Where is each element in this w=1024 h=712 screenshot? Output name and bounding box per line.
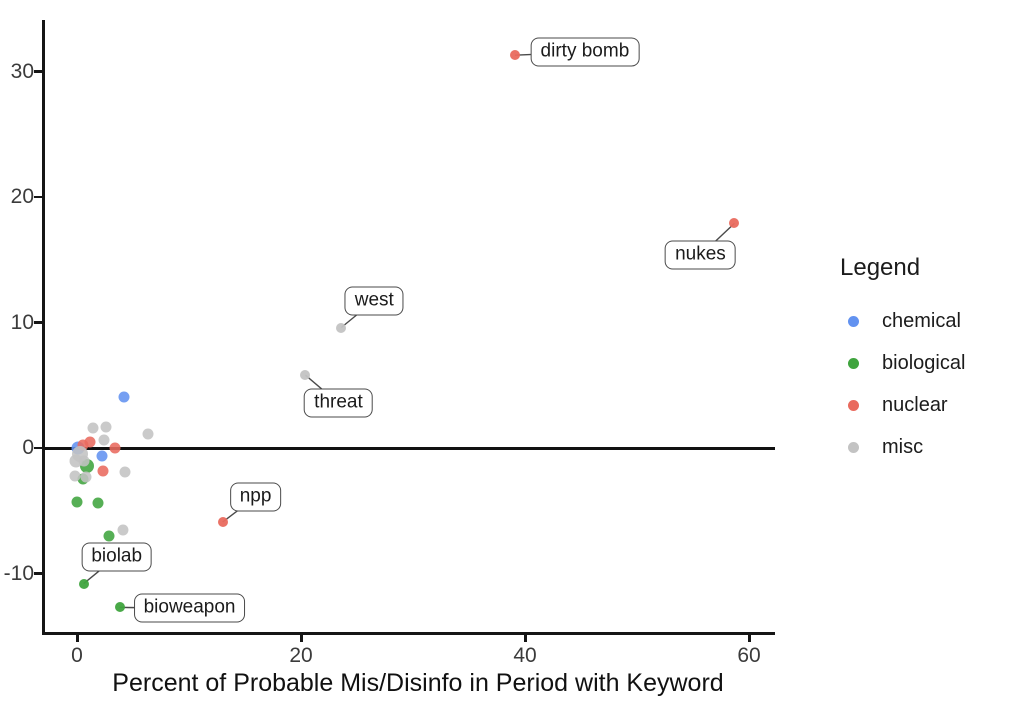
legend-item-label: chemical: [882, 309, 961, 332]
legend-item: biological: [838, 342, 1024, 384]
legend-item-label: biological: [882, 351, 966, 374]
point-label: threat: [304, 388, 373, 418]
x-tick-label: 0: [71, 644, 83, 667]
data-point: [98, 434, 110, 446]
data-point: [118, 391, 130, 403]
point-label: dirty bomb: [530, 37, 640, 67]
data-point-labeled: [300, 370, 311, 381]
data-point-labeled: [336, 322, 347, 333]
legend: Legend chemical biological nuclear misc: [838, 254, 1024, 468]
legend-item-label: nuclear: [882, 393, 948, 416]
data-point: [77, 439, 89, 451]
legend-item: nuclear: [838, 384, 1024, 426]
y-tick: [34, 446, 42, 450]
x-tick: [76, 635, 79, 642]
data-point: [117, 524, 129, 536]
y-tick: [34, 572, 42, 575]
x-tick-label: 40: [513, 644, 537, 667]
point-label: nukes: [665, 240, 736, 270]
data-point: [69, 470, 81, 482]
legend-swatch-icon: [848, 441, 859, 453]
legend-swatch-icon: [848, 399, 859, 411]
data-point: [109, 442, 121, 454]
point-label: biolab: [81, 542, 153, 572]
x-axis-spine: [41, 632, 775, 635]
legend-item: misc: [838, 426, 1024, 468]
data-point: [71, 496, 83, 508]
data-point-labeled: [729, 218, 740, 229]
data-point: [80, 471, 92, 483]
legend-swatch-icon: [848, 357, 859, 369]
y-tick: [34, 70, 42, 73]
data-point: [100, 421, 112, 433]
data-point: [92, 497, 104, 509]
data-point: [142, 428, 154, 440]
y-tick-label: -10: [3, 561, 34, 585]
y-axis-spine: [41, 20, 45, 635]
x-tick: [524, 635, 527, 642]
point-label: npp: [229, 482, 282, 512]
point-label: west: [344, 286, 404, 316]
zero-line: [44, 446, 775, 450]
y-tick-label: 0: [22, 436, 34, 459]
x-axis-title: Percent of Probable Mis/Disinfo in Perio…: [112, 669, 724, 697]
x-tick: [748, 635, 751, 642]
data-point-labeled: [78, 578, 89, 589]
y-tick-label: 10: [10, 310, 34, 334]
point-label: bioweapon: [133, 593, 246, 623]
y-tick: [34, 195, 42, 199]
data-point: [84, 436, 96, 448]
x-tick: [300, 635, 303, 642]
data-point: [78, 455, 90, 467]
y-tick-label: 20: [10, 185, 34, 208]
data-point: [96, 450, 108, 462]
data-point: [103, 530, 115, 542]
legend-swatch-icon: [848, 315, 859, 327]
legend-item-label: misc: [882, 435, 924, 458]
data-point-labeled: [217, 517, 228, 528]
data-point-labeled: [509, 50, 520, 61]
legend-title: Legend: [840, 254, 921, 281]
x-tick-label: 20: [289, 644, 313, 667]
data-point: [119, 466, 131, 478]
legend-item: chemical: [838, 300, 1024, 342]
legend-items: chemical biological nuclear misc: [838, 300, 1024, 468]
x-tick-label: 60: [737, 644, 761, 667]
data-point-labeled: [114, 602, 125, 613]
data-point: [97, 465, 109, 477]
y-tick: [34, 321, 42, 324]
data-point: [87, 422, 99, 434]
y-tick-label: 30: [10, 59, 34, 83]
